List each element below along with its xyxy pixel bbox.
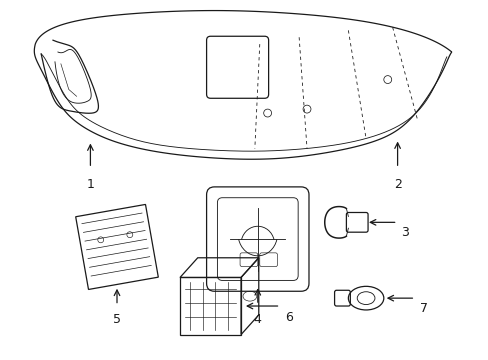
Text: 5: 5 [113, 314, 121, 327]
Text: 3: 3 [401, 226, 408, 239]
Text: 1: 1 [86, 178, 94, 191]
Text: 6: 6 [285, 311, 293, 324]
Text: 4: 4 [253, 313, 261, 326]
Text: 7: 7 [419, 302, 427, 315]
Text: 2: 2 [393, 178, 401, 191]
